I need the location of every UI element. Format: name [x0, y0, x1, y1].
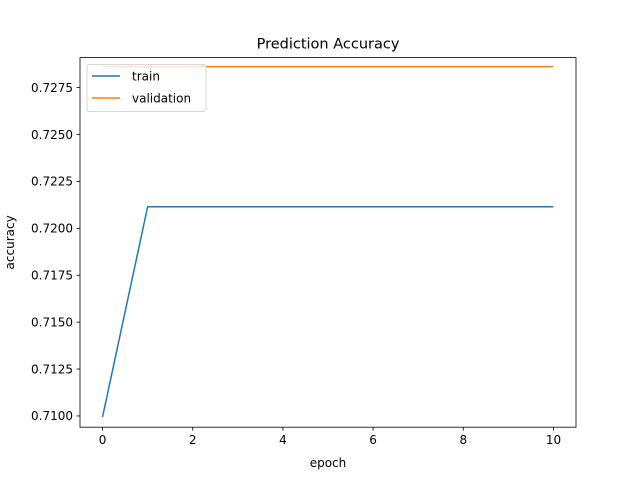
series-line-train	[101, 206, 554, 418]
x-tick-label: 8	[459, 433, 467, 447]
y-axis: 0.7100 0.7125 0.7150 0.7175 0.7200 0.7225 0.72…	[31, 81, 80, 423]
x-tick-label: 6	[369, 433, 377, 447]
y-axis-title: accuracy	[3, 215, 17, 269]
y-tick-label: 0.7125	[31, 362, 73, 376]
y-tick-label: 0.7225	[31, 175, 73, 189]
y-tick-label: 0.7100	[31, 409, 73, 423]
x-tick-label: 0	[99, 433, 107, 447]
y-tick-label: 0.7275	[31, 81, 73, 95]
legend-label-validation: validation	[132, 91, 191, 105]
x-axis-title: epoch	[310, 456, 347, 470]
x-tick-label: 4	[279, 433, 287, 447]
legend-items: train validation	[92, 69, 191, 105]
chart-title: Prediction Accuracy	[257, 37, 400, 53]
y-tick-label: 0.7175	[31, 269, 73, 283]
x-tick-label: 10	[546, 433, 561, 447]
x-axis: 0 2 4 6 8 10	[99, 427, 561, 447]
x-tick-label: 2	[189, 433, 197, 447]
legend: train validation	[86, 64, 207, 112]
y-tick-label: 0.7200	[31, 222, 73, 236]
legend-label-train: train	[132, 69, 160, 83]
y-tick-label: 0.7250	[31, 128, 73, 142]
plot-frame	[79, 57, 577, 428]
y-tick-label: 0.7150	[31, 315, 73, 329]
